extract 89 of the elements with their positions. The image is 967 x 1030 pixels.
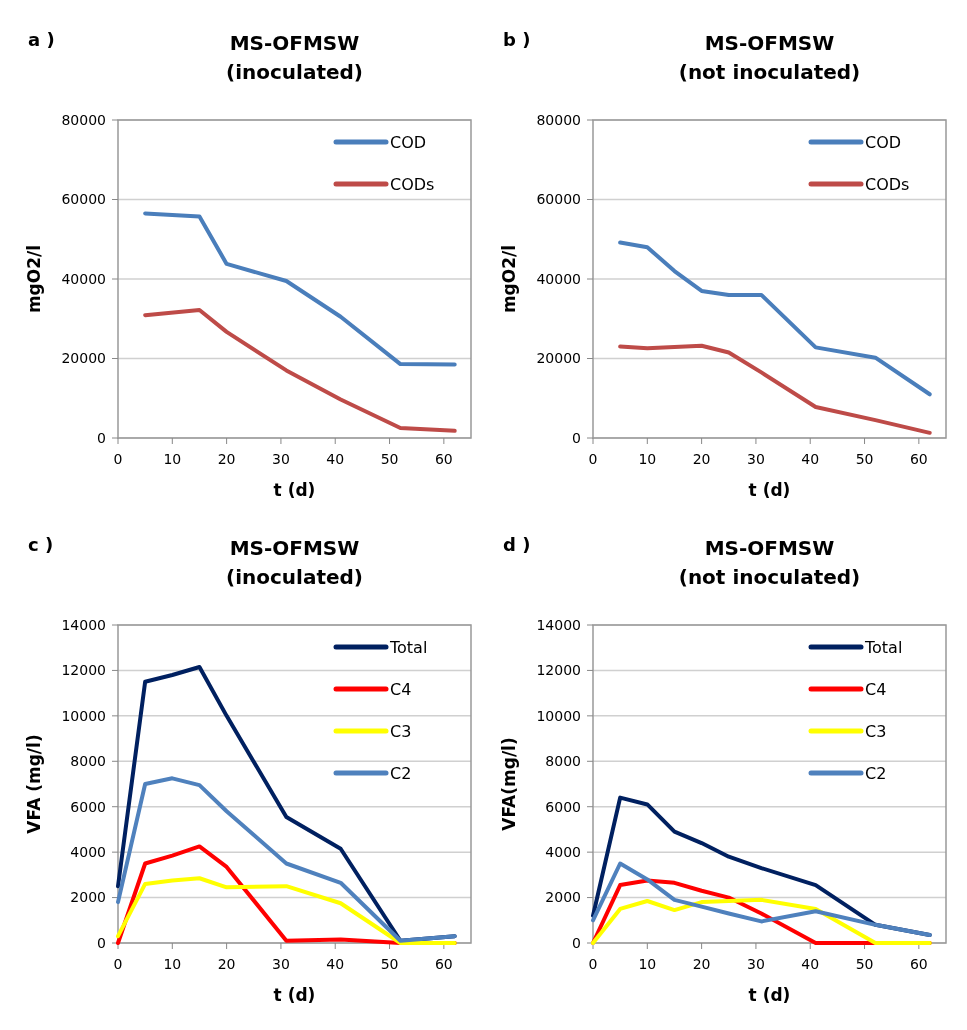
x-tick-label: 0 bbox=[113, 956, 123, 972]
x-tick-label: 50 bbox=[380, 956, 399, 972]
x-tick-label: 0 bbox=[588, 451, 598, 467]
y-tick-label: 40000 bbox=[61, 270, 106, 287]
x-tick-label: 50 bbox=[380, 451, 399, 467]
legend-label: COD bbox=[390, 132, 427, 152]
x-tick-label: 40 bbox=[801, 956, 820, 972]
y-tick-label: 8000 bbox=[70, 753, 106, 770]
x-tick-label: 30 bbox=[747, 451, 765, 467]
x-tick-label: 0 bbox=[113, 451, 123, 467]
x-tick-label: 50 bbox=[855, 451, 874, 467]
y-tick-label: 2000 bbox=[545, 889, 581, 906]
line-series bbox=[143, 211, 457, 367]
y-tick-label: 0 bbox=[97, 934, 106, 951]
x-tick-label: 40 bbox=[326, 451, 345, 467]
y-tick-label: 12000 bbox=[61, 662, 106, 679]
line-series bbox=[591, 897, 932, 945]
y-tick-label: 0 bbox=[572, 934, 581, 951]
x-tick-label: 40 bbox=[326, 956, 345, 972]
text: a ) bbox=[28, 29, 55, 50]
chart-title: MS-OFMSW (not inoculated) bbox=[678, 31, 861, 84]
y-tick-label: 4000 bbox=[545, 844, 581, 861]
y-tick-label: 0 bbox=[572, 429, 581, 446]
y-tick-label: 80000 bbox=[61, 111, 106, 128]
x-tick-label: 40 bbox=[801, 451, 820, 467]
y-tick-label: 60000 bbox=[61, 191, 106, 208]
x-axis-title: t (d) bbox=[273, 480, 316, 500]
y-tick-label: 10000 bbox=[536, 707, 581, 724]
x-tick-label: 20 bbox=[692, 956, 711, 972]
line-series bbox=[618, 343, 932, 435]
y-tick-label: 20000 bbox=[536, 350, 581, 367]
y-axis-title: mgO2/l bbox=[24, 244, 44, 314]
y-tick-label: 14000 bbox=[61, 616, 106, 633]
x-tick-label: 10 bbox=[163, 956, 182, 972]
text: c ) bbox=[28, 534, 54, 555]
y-tick-label: 12000 bbox=[536, 662, 581, 679]
y-axis-title: VFA(mg/l) bbox=[499, 737, 519, 831]
x-tick-label: 30 bbox=[272, 451, 290, 467]
legend-label: C3 bbox=[390, 721, 412, 741]
y-tick-label: 6000 bbox=[545, 798, 581, 815]
y-tick-label: 2000 bbox=[70, 889, 106, 906]
legend-label: Total bbox=[389, 637, 428, 657]
legend-label: C2 bbox=[390, 763, 412, 783]
x-tick-label: 10 bbox=[638, 451, 657, 467]
x-tick-label: 60 bbox=[434, 956, 453, 972]
y-tick-label: 10000 bbox=[61, 707, 106, 724]
legend-label: C3 bbox=[865, 721, 887, 741]
x-axis-title: t (d) bbox=[748, 480, 791, 500]
x-tick-label: 20 bbox=[217, 956, 236, 972]
line-series bbox=[618, 240, 932, 397]
y-tick-label: 6000 bbox=[70, 798, 106, 815]
line-series bbox=[116, 876, 457, 945]
y-tick-label: 14000 bbox=[536, 616, 581, 633]
y-tick-label: 80000 bbox=[536, 111, 581, 128]
legend-label: Total bbox=[864, 637, 903, 657]
text: b ) bbox=[503, 29, 531, 50]
x-tick-label: 60 bbox=[909, 956, 928, 972]
y-axis-title: mgO2/l bbox=[499, 244, 519, 314]
chart-title: MS-OFMSW (inoculated) bbox=[225, 536, 364, 589]
legend-label: C4 bbox=[390, 679, 412, 699]
chart-title: MS-OFMSW (inoculated) bbox=[225, 31, 364, 84]
x-tick-label: 20 bbox=[217, 451, 236, 467]
y-axis-title: VFA (mg/l) bbox=[24, 734, 44, 834]
legend-label: CODs bbox=[865, 174, 910, 194]
legend-label: C4 bbox=[865, 679, 887, 699]
chart-title: MS-OFMSW (not inoculated) bbox=[678, 536, 861, 589]
x-tick-label: 60 bbox=[434, 451, 453, 467]
y-tick-label: 0 bbox=[97, 429, 106, 446]
x-tick-label: 20 bbox=[692, 451, 711, 467]
x-tick-label: 0 bbox=[588, 956, 598, 972]
legend-label: C2 bbox=[865, 763, 887, 783]
legend-label: COD bbox=[865, 132, 902, 152]
x-tick-label: 30 bbox=[272, 956, 290, 972]
y-tick-label: 4000 bbox=[70, 844, 106, 861]
y-tick-label: 8000 bbox=[545, 753, 581, 770]
y-tick-label: 40000 bbox=[536, 270, 581, 287]
text: d ) bbox=[503, 534, 531, 555]
x-axis-title: t (d) bbox=[748, 985, 791, 1005]
x-tick-label: 10 bbox=[163, 451, 182, 467]
x-tick-label: 10 bbox=[638, 956, 657, 972]
x-tick-label: 60 bbox=[909, 451, 928, 467]
line-series bbox=[591, 861, 932, 938]
legend-label: CODs bbox=[390, 174, 435, 194]
y-tick-label: 20000 bbox=[61, 350, 106, 367]
line-series bbox=[143, 308, 457, 433]
x-axis-title: t (d) bbox=[273, 985, 316, 1005]
x-tick-label: 50 bbox=[855, 956, 874, 972]
y-tick-label: 60000 bbox=[536, 191, 581, 208]
x-tick-label: 30 bbox=[747, 956, 765, 972]
